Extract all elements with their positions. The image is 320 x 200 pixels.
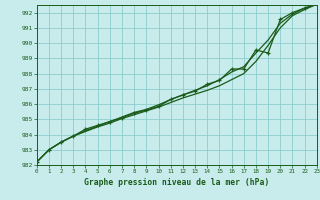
X-axis label: Graphe pression niveau de la mer (hPa): Graphe pression niveau de la mer (hPa) <box>84 178 269 187</box>
